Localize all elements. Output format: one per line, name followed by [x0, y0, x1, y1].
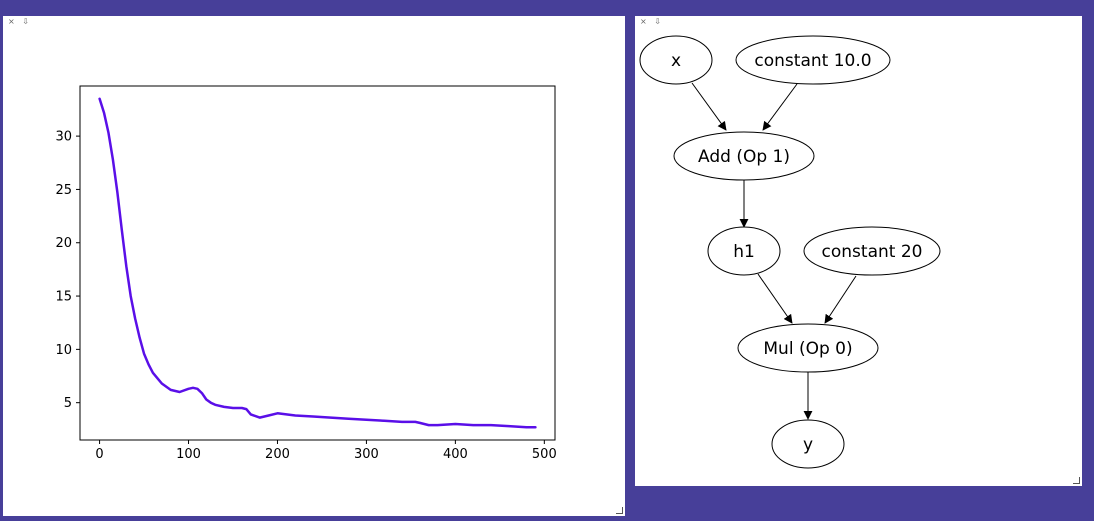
pin-icon[interactable]: ⇩: [22, 17, 29, 26]
computation-graph: x constant 10.0 Add (Op 1) h1 constant 2…: [639, 35, 941, 469]
x-tick-label: 0: [95, 447, 103, 462]
node-h1[interactable]: h1: [707, 226, 781, 276]
edge-c10-add: [762, 83, 798, 131]
node-constant-10-label: constant 10.0: [754, 51, 871, 71]
close-icon[interactable]: ×: [640, 17, 647, 26]
graph-panel: × ⇩ x constant 10.0 Add (Op 1): [635, 16, 1082, 486]
x-tick-label: 400: [443, 447, 468, 462]
node-add-label: Add (Op 1): [698, 147, 790, 167]
node-y[interactable]: y: [771, 419, 845, 469]
line-chart: 0 100 200 300 400 500 5 10 15 20 25 30: [55, 85, 557, 462]
x-tick-label: 200: [265, 447, 290, 462]
edge-c20-mul: [824, 275, 857, 324]
series-line: [98, 97, 537, 429]
close-icon[interactable]: ×: [8, 17, 15, 26]
y-tick-label: 20: [55, 236, 72, 251]
node-constant-10[interactable]: constant 10.0: [735, 35, 891, 85]
y-tick-label: 30: [55, 130, 72, 145]
y-tick-label: 5: [64, 396, 72, 411]
pin-icon[interactable]: ⇩: [654, 17, 661, 26]
y-tick-label: 15: [55, 290, 72, 305]
edge-h1-mul: [757, 273, 793, 324]
x-tick-label: 500: [532, 447, 557, 462]
panel-controls: × ⇩: [8, 17, 34, 27]
node-h1-label: h1: [733, 242, 755, 262]
node-mul[interactable]: Mul (Op 0): [737, 323, 879, 373]
node-x[interactable]: x: [639, 35, 713, 85]
node-constant-20[interactable]: constant 20: [803, 226, 941, 276]
resize-handle[interactable]: [616, 507, 623, 514]
node-y-label: y: [803, 435, 813, 455]
edge-x-add: [691, 82, 727, 131]
node-constant-20-label: constant 20: [822, 242, 923, 262]
plot-frame: [79, 85, 556, 441]
node-mul-label: Mul (Op 0): [763, 339, 852, 359]
x-tick-label: 300: [354, 447, 379, 462]
resize-handle[interactable]: [1073, 477, 1080, 484]
panel-controls: × ⇩: [640, 17, 666, 27]
y-tick-label: 10: [55, 343, 72, 358]
node-add[interactable]: Add (Op 1): [673, 131, 815, 181]
node-x-label: x: [671, 51, 681, 71]
x-tick-label: 100: [176, 447, 201, 462]
y-tick-label: 25: [55, 183, 72, 198]
chart-panel: × ⇩ 0 100 200 300 400 500 5 10 15 20 25 30: [3, 16, 625, 516]
